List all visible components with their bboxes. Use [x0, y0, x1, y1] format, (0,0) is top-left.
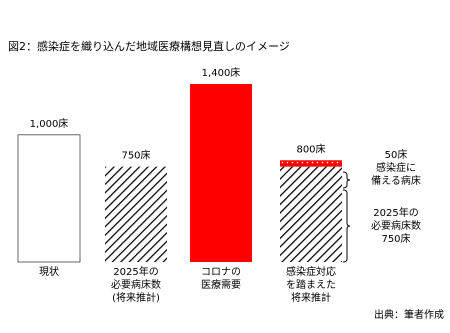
- annotation: 50床感染症に備える病床: [371, 148, 421, 187]
- x-tick-label-line: 将来推計: [291, 291, 331, 304]
- x-tick-label: 感染症対応を踏まえた将来推計: [286, 265, 336, 304]
- total-label: 750床: [121, 149, 150, 162]
- annotation: 2025年の必要病床数 750床: [371, 206, 421, 245]
- annotation-line: 750床: [381, 232, 410, 245]
- x-tick-label: 現状: [39, 265, 59, 278]
- bar: [105, 166, 167, 262]
- brace: [342, 171, 351, 189]
- bar: [280, 166, 342, 262]
- source: 出典：筆者作成: [374, 308, 444, 321]
- x-tick-label-line: 2025年の: [113, 265, 158, 278]
- bar: [17, 134, 81, 263]
- annotation-line: 2025年の: [373, 206, 418, 219]
- x-tick-label-line: (将来推計): [112, 291, 160, 304]
- x-tick-label-line: を踏まえた: [286, 278, 336, 291]
- x-tick-label: 2025年の必要病床数(将来推計): [111, 265, 161, 304]
- bar: [190, 84, 252, 262]
- chart-title: 図2：感染症を織り込んだ地域医療構想見直しのイメージ: [8, 39, 290, 53]
- total-label: 800床: [296, 142, 325, 155]
- bar: [280, 160, 342, 167]
- annotation-line: 感染症に: [376, 161, 416, 174]
- x-tick-label-line: 感染症対応: [286, 265, 336, 278]
- annotation-line: 必要病床数: [371, 219, 421, 232]
- total-label: 1,000床: [30, 117, 69, 130]
- x-tick-label-line: コロナの: [201, 266, 241, 278]
- x-tick-label: コロナの医療需要: [201, 266, 241, 291]
- total-label: 1,400床: [202, 66, 241, 79]
- annotation-line: 50床: [385, 148, 408, 161]
- annotation-line: 備える病床: [371, 174, 421, 187]
- x-tick-label-line: 必要病床数: [111, 278, 161, 291]
- x-tick-label-line: 医療需要: [201, 278, 241, 291]
- brace: [342, 189, 351, 263]
- x-tick-label-line: 現状: [39, 265, 59, 278]
